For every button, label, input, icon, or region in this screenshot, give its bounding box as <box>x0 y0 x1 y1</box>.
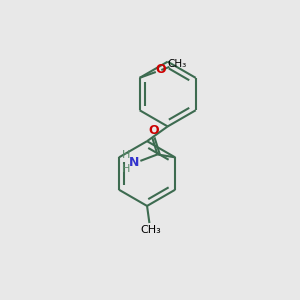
Text: O: O <box>155 63 166 76</box>
Text: H: H <box>122 164 130 174</box>
Text: CH₃: CH₃ <box>140 225 161 236</box>
Text: CH₃: CH₃ <box>168 59 187 69</box>
Text: O: O <box>148 124 159 137</box>
Text: N: N <box>129 156 139 169</box>
Text: H: H <box>122 150 130 160</box>
